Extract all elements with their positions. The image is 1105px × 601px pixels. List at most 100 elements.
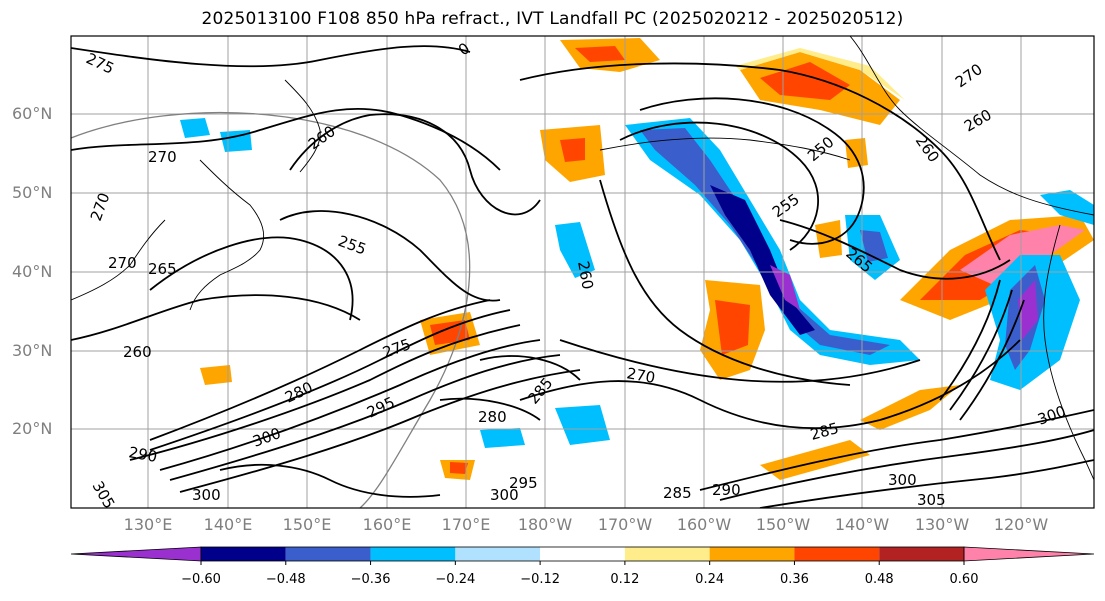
colorbar-extend-max	[963, 546, 1095, 562]
shaded-negative-regions	[180, 118, 1094, 448]
colorbar-frame	[200, 546, 965, 562]
colorbar-segment	[455, 547, 541, 561]
contour-250	[639, 97, 865, 245]
contour-label: 260	[123, 343, 152, 361]
colorbar-tick-label: 0.60	[949, 572, 979, 587]
map-title: 2025013100 F108 850 hPa refract., IVT La…	[201, 9, 904, 29]
colorbar-segment	[370, 547, 456, 561]
colorbar-tick-label: 0.36	[779, 572, 809, 587]
contour-label: 295	[509, 474, 538, 492]
shade-red-s1	[450, 462, 468, 474]
colorbar-tick-label: 0.12	[610, 572, 640, 587]
lat-label: 30°N	[12, 341, 53, 360]
lon-label: 150°W	[755, 515, 811, 534]
coast-na-west	[1043, 224, 1094, 481]
colorbar-segment	[285, 547, 371, 561]
shade-blue-south2	[480, 428, 525, 448]
shade-red-central	[715, 300, 750, 355]
shade-purple-coast	[1018, 280, 1038, 340]
contour-label: 270	[148, 148, 177, 166]
contour-265	[779, 219, 1011, 280]
contour-300-se	[719, 429, 1094, 501]
contour-label: 280	[478, 408, 507, 426]
colorbar-tick-label: −0.48	[265, 572, 306, 587]
contour-255	[619, 121, 819, 251]
contour-260-c	[599, 179, 851, 386]
contour-305-jet	[179, 369, 581, 493]
lon-label: 140°W	[834, 515, 890, 534]
contour-label: 270	[108, 254, 137, 272]
shade-orange-820	[815, 220, 842, 258]
contour-label: 290	[712, 481, 741, 499]
contour-coast-tight3	[959, 299, 1025, 421]
coast-aleutian	[599, 137, 851, 161]
contour-285-mid	[479, 355, 581, 381]
contour-label: 260	[574, 260, 597, 291]
contour-275-n	[71, 45, 471, 68]
contour-label: 300	[888, 471, 917, 489]
colorbar-segments	[70, 546, 1095, 562]
contour-label: 290	[127, 443, 158, 466]
lon-label: 180°W	[517, 515, 573, 534]
colorbar-segment	[709, 547, 795, 561]
contour-label: 265	[148, 260, 177, 278]
contour-255-a	[279, 210, 501, 302]
contour-big-loop	[519, 62, 1001, 261]
map-frame	[70, 35, 1095, 509]
lon-label: 170°E	[441, 515, 491, 534]
contour-label: 270	[625, 364, 656, 387]
lon-label: 130°E	[123, 515, 173, 534]
shade-midblue-band	[640, 128, 890, 355]
colorbar-tick-label: 0.24	[695, 572, 725, 587]
contour-label: 300	[192, 486, 221, 504]
contour-label: 285	[663, 484, 692, 502]
contour-260-a	[289, 113, 541, 216]
lon-label: 150°E	[282, 515, 332, 534]
contour-285-c	[519, 339, 1021, 430]
shade-red-north	[575, 46, 625, 62]
shade-yellow-gulf	[735, 48, 905, 100]
lon-label: 120°W	[993, 515, 1049, 534]
lat-label: 20°N	[12, 419, 53, 438]
contour-305-se	[759, 459, 1094, 508]
colorbar-ticks	[200, 561, 965, 565]
coastlines	[71, 36, 1094, 481]
contour-275-jet	[149, 299, 491, 441]
coast-kamchatka	[284, 79, 321, 173]
coast-asia	[71, 219, 166, 301]
lon-label: 170°W	[597, 515, 653, 534]
colorbar-tick-label: −0.36	[350, 572, 391, 587]
lon-label: 160°W	[676, 515, 732, 534]
shade-blue-west1	[180, 118, 210, 138]
coast-japan	[189, 159, 264, 311]
lat-label: 50°N	[12, 183, 53, 202]
shade-orange-850	[845, 138, 868, 168]
refractivity-contours	[71, 45, 1094, 508]
contour-290-jet	[129, 324, 521, 461]
contour-coast-tight1	[939, 279, 1001, 401]
contour-270-c	[559, 339, 921, 383]
contour-270-b	[71, 294, 361, 341]
colorbar-extend-min	[70, 546, 202, 562]
lat-label: 40°N	[12, 262, 53, 281]
shade-red-aleut	[560, 138, 585, 162]
shade-blue-ocean	[555, 222, 595, 278]
contour-260-b	[149, 236, 354, 321]
colorbar-tick-label: 0.48	[864, 572, 894, 587]
colorbar-segment	[624, 547, 710, 561]
colorbar-segment	[879, 547, 964, 561]
lon-label: 160°E	[362, 515, 412, 534]
shade-orange-w	[200, 365, 232, 385]
contour-label: 300	[490, 486, 519, 504]
contour-295-jet	[159, 339, 541, 471]
colorbar-tick-label: −0.24	[435, 572, 476, 587]
lon-label: 130°W	[914, 515, 970, 534]
shade-blue-south	[555, 405, 610, 445]
contour-sw-loops	[219, 463, 441, 498]
lon-label: 140°E	[203, 515, 253, 534]
contour-290-se	[699, 409, 1094, 491]
contour-coast-tight2	[949, 289, 1013, 411]
lat-label: 60°N	[12, 104, 53, 123]
colorbar-segment	[201, 547, 286, 561]
shade-purple-band	[770, 265, 800, 310]
